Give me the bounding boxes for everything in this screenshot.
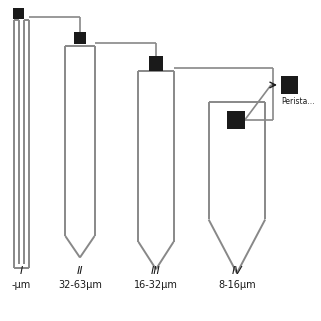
Text: 32-63μm: 32-63μm (58, 280, 102, 290)
Text: 16-32μm: 16-32μm (134, 280, 178, 290)
Bar (227, 111, 245, 129)
Bar (74, 32, 86, 45)
Text: Perista...: Perista... (282, 97, 315, 106)
Text: I: I (20, 266, 23, 276)
Bar (149, 56, 163, 71)
Text: II: II (77, 266, 83, 276)
Text: III: III (151, 266, 161, 276)
Bar (281, 76, 298, 94)
Text: IV: IV (231, 266, 242, 276)
Text: -μm: -μm (12, 280, 31, 290)
Text: 8-16μm: 8-16μm (218, 280, 256, 290)
Bar (13, 8, 24, 19)
